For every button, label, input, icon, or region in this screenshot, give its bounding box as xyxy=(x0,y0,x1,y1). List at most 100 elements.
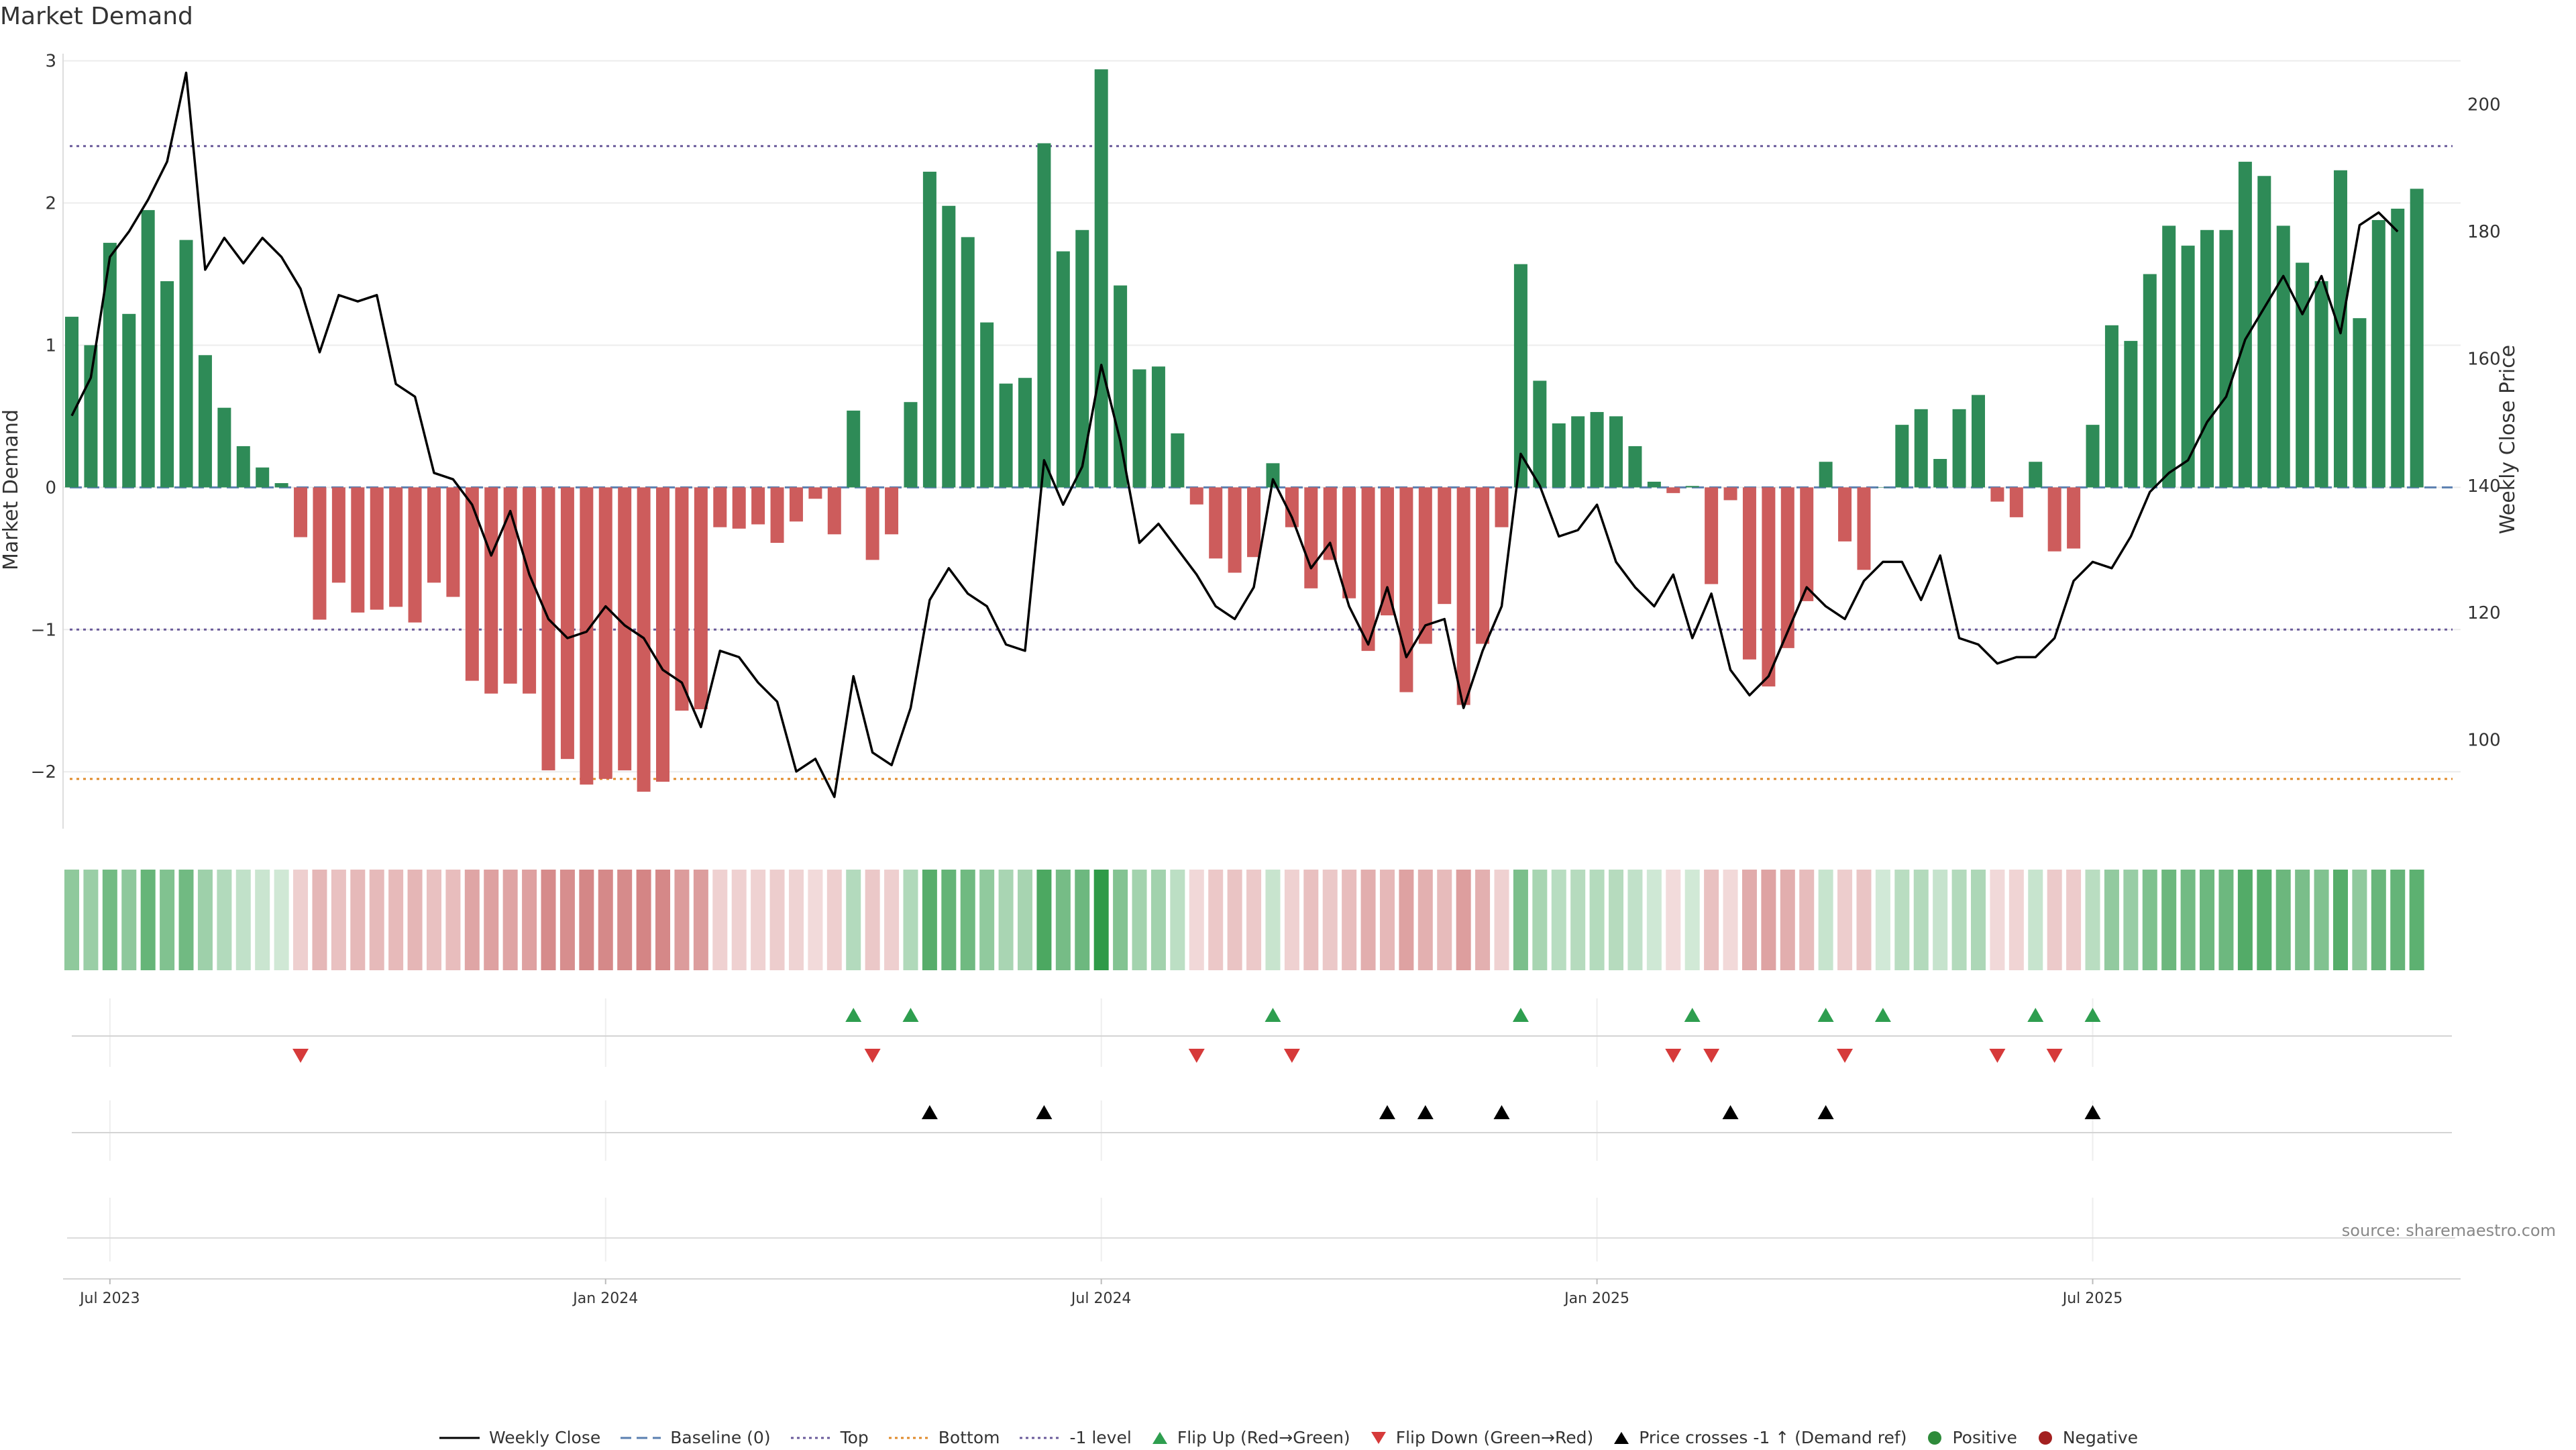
heat-cell xyxy=(178,870,194,970)
demand-bar xyxy=(1857,487,1871,570)
heat-cell xyxy=(1761,870,1776,970)
heat-cell xyxy=(1666,870,1681,970)
y2-tick-label: 160 xyxy=(2467,349,2501,369)
heat-cell xyxy=(2218,870,2234,970)
demand-bar xyxy=(313,487,327,620)
heat-cell xyxy=(2409,870,2424,970)
heat-cell xyxy=(865,870,880,970)
legend-label: Negative xyxy=(2062,1428,2139,1447)
heat-cell xyxy=(1627,870,1643,970)
demand-bar xyxy=(2143,274,2157,488)
chart-title: Market Demand xyxy=(0,3,193,30)
legend-item: Price crosses -1 ↑ (Demand ref) xyxy=(1612,1428,1907,1447)
demand-bar xyxy=(1876,487,1890,488)
demand-bar xyxy=(1171,433,1185,488)
heat-cell xyxy=(1170,870,1185,970)
heat-cell xyxy=(960,870,975,970)
legend: Weekly Close Baseline (0) Top Bottom -1 leve… xyxy=(0,1428,2576,1450)
demand-bar xyxy=(1285,487,1299,527)
demand-bar xyxy=(1209,487,1223,559)
demand-bar xyxy=(274,483,288,488)
flip-down-marker xyxy=(1283,1049,1300,1063)
price-cross-marker xyxy=(1722,1105,1739,1119)
heat-cell xyxy=(255,870,270,970)
demand-bar xyxy=(1647,481,1661,488)
heat-cell xyxy=(884,870,900,970)
legend-item: Flip Up (Red→Green) xyxy=(1150,1428,1350,1447)
legend-label: Weekly Close xyxy=(488,1428,601,1447)
demand-bar xyxy=(236,446,250,488)
demand-bar xyxy=(675,487,689,711)
demand-bar xyxy=(808,487,822,499)
heat-cell xyxy=(541,870,556,970)
heat-cell xyxy=(235,870,251,970)
demand-bar xyxy=(1952,409,1966,488)
heat-cell xyxy=(1799,870,1815,970)
price-cross-marker xyxy=(1379,1105,1395,1119)
heat-cell xyxy=(2200,870,2215,970)
demand-bar xyxy=(2086,425,2100,488)
legend-swatch xyxy=(621,1437,661,1439)
y2-tick-label: 140 xyxy=(2467,476,2501,497)
heat-cell xyxy=(1093,870,1109,970)
heat-cell xyxy=(1609,870,1624,970)
heat-cell xyxy=(217,870,232,970)
demand-bar xyxy=(1056,251,1070,488)
heat-cell xyxy=(1456,870,1471,970)
heat-cell xyxy=(1570,870,1586,970)
legend-label: Baseline (0) xyxy=(670,1428,771,1447)
demand-bar xyxy=(408,487,422,623)
event-markers xyxy=(63,998,2461,1280)
demand-bar xyxy=(217,407,231,488)
legend-item: Positive xyxy=(1925,1428,2017,1447)
legend-swatch xyxy=(1928,1431,1942,1445)
legend-swatch xyxy=(439,1437,480,1439)
demand-bar xyxy=(1571,416,1585,488)
legend-swatch xyxy=(1020,1437,1061,1439)
demand-bar xyxy=(1533,380,1547,488)
demand-bar xyxy=(2238,162,2252,488)
legend-item: Baseline (0) xyxy=(619,1428,771,1447)
heat-cell xyxy=(1055,870,1071,970)
y-tick-label: −2 xyxy=(31,762,56,782)
demand-bar xyxy=(1037,143,1051,488)
demand-bar xyxy=(1895,425,1909,488)
legend-swatch xyxy=(1614,1431,1629,1444)
heat-cell xyxy=(2295,870,2310,970)
heat-cell xyxy=(1513,870,1528,970)
demand-bar xyxy=(2124,341,2138,488)
legend-swatch xyxy=(888,1437,929,1439)
demand-bar xyxy=(1380,487,1394,616)
legend-label: Top xyxy=(840,1428,869,1447)
legend-marker xyxy=(1371,1431,1386,1444)
demand-bar xyxy=(885,487,899,535)
x-tick-label: Jul 2025 xyxy=(2061,1290,2123,1307)
heat-cell xyxy=(2047,870,2062,970)
demand-bar xyxy=(2353,318,2367,488)
heat-cell xyxy=(312,870,327,970)
legend-marker xyxy=(2038,1431,2052,1445)
heat-cell xyxy=(1837,870,1853,970)
flip-up-marker xyxy=(1817,1008,1834,1022)
demand-bar xyxy=(1304,487,1318,588)
demand-bar xyxy=(598,487,612,779)
flip-down-marker xyxy=(1703,1049,1720,1063)
heat-cell xyxy=(1036,870,1052,970)
flip-down-marker xyxy=(1188,1049,1205,1063)
heat-cell xyxy=(1360,870,1376,970)
heat-cell xyxy=(1951,870,1967,970)
heat-cell xyxy=(1741,870,1757,970)
heat-cell xyxy=(197,870,213,970)
heat-cell xyxy=(502,870,518,970)
heat-cell xyxy=(445,870,461,970)
demand-bar xyxy=(2276,225,2290,488)
heat-cell xyxy=(846,870,861,970)
y2-tick-label: 180 xyxy=(2467,222,2501,242)
heat-cell xyxy=(2008,870,2024,970)
demand-bar xyxy=(2219,229,2233,488)
price-cross-marker xyxy=(921,1105,938,1119)
heat-cell xyxy=(808,870,823,970)
demand-bar xyxy=(1762,487,1776,687)
heat-cell xyxy=(1990,870,2005,970)
demand-bar xyxy=(1914,409,1928,488)
